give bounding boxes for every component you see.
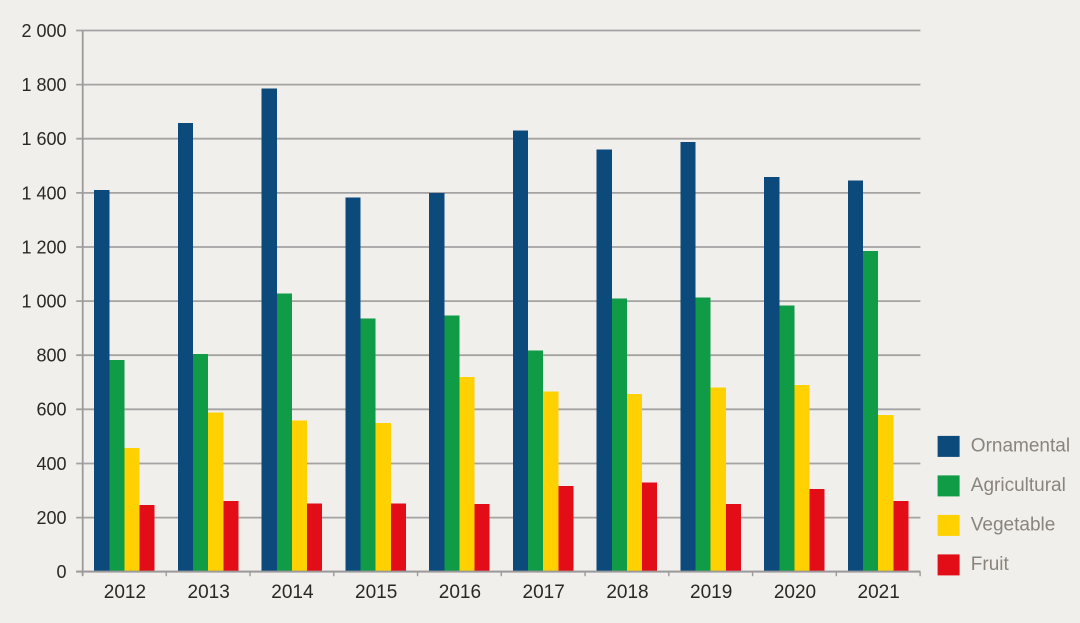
svg-text:200: 200 [36, 508, 66, 528]
svg-text:0: 0 [56, 562, 66, 582]
svg-text:1 400: 1 400 [21, 183, 66, 203]
svg-text:Fruit: Fruit [971, 554, 1010, 575]
svg-text:600: 600 [36, 400, 66, 420]
svg-text:1 800: 1 800 [21, 75, 66, 95]
svg-text:2017: 2017 [523, 582, 565, 603]
svg-text:2016: 2016 [439, 582, 481, 603]
svg-text:1 200: 1 200 [21, 237, 66, 257]
svg-text:Vegetable: Vegetable [971, 515, 1056, 536]
svg-text:Agricultural: Agricultural [971, 475, 1066, 496]
svg-text:2021: 2021 [858, 582, 900, 603]
svg-text:2015: 2015 [355, 582, 397, 603]
svg-text:2014: 2014 [271, 582, 314, 603]
svg-text:400: 400 [36, 454, 66, 474]
svg-text:2013: 2013 [188, 582, 230, 603]
svg-text:2019: 2019 [690, 582, 732, 603]
svg-text:2 000: 2 000 [21, 21, 66, 41]
svg-text:2012: 2012 [104, 582, 146, 603]
svg-text:1 000: 1 000 [21, 292, 66, 312]
svg-text:2018: 2018 [606, 582, 648, 603]
svg-text:Ornamental: Ornamental [971, 436, 1070, 457]
svg-text:1 600: 1 600 [21, 129, 66, 149]
svg-text:800: 800 [36, 346, 66, 366]
svg-text:2020: 2020 [774, 582, 816, 603]
